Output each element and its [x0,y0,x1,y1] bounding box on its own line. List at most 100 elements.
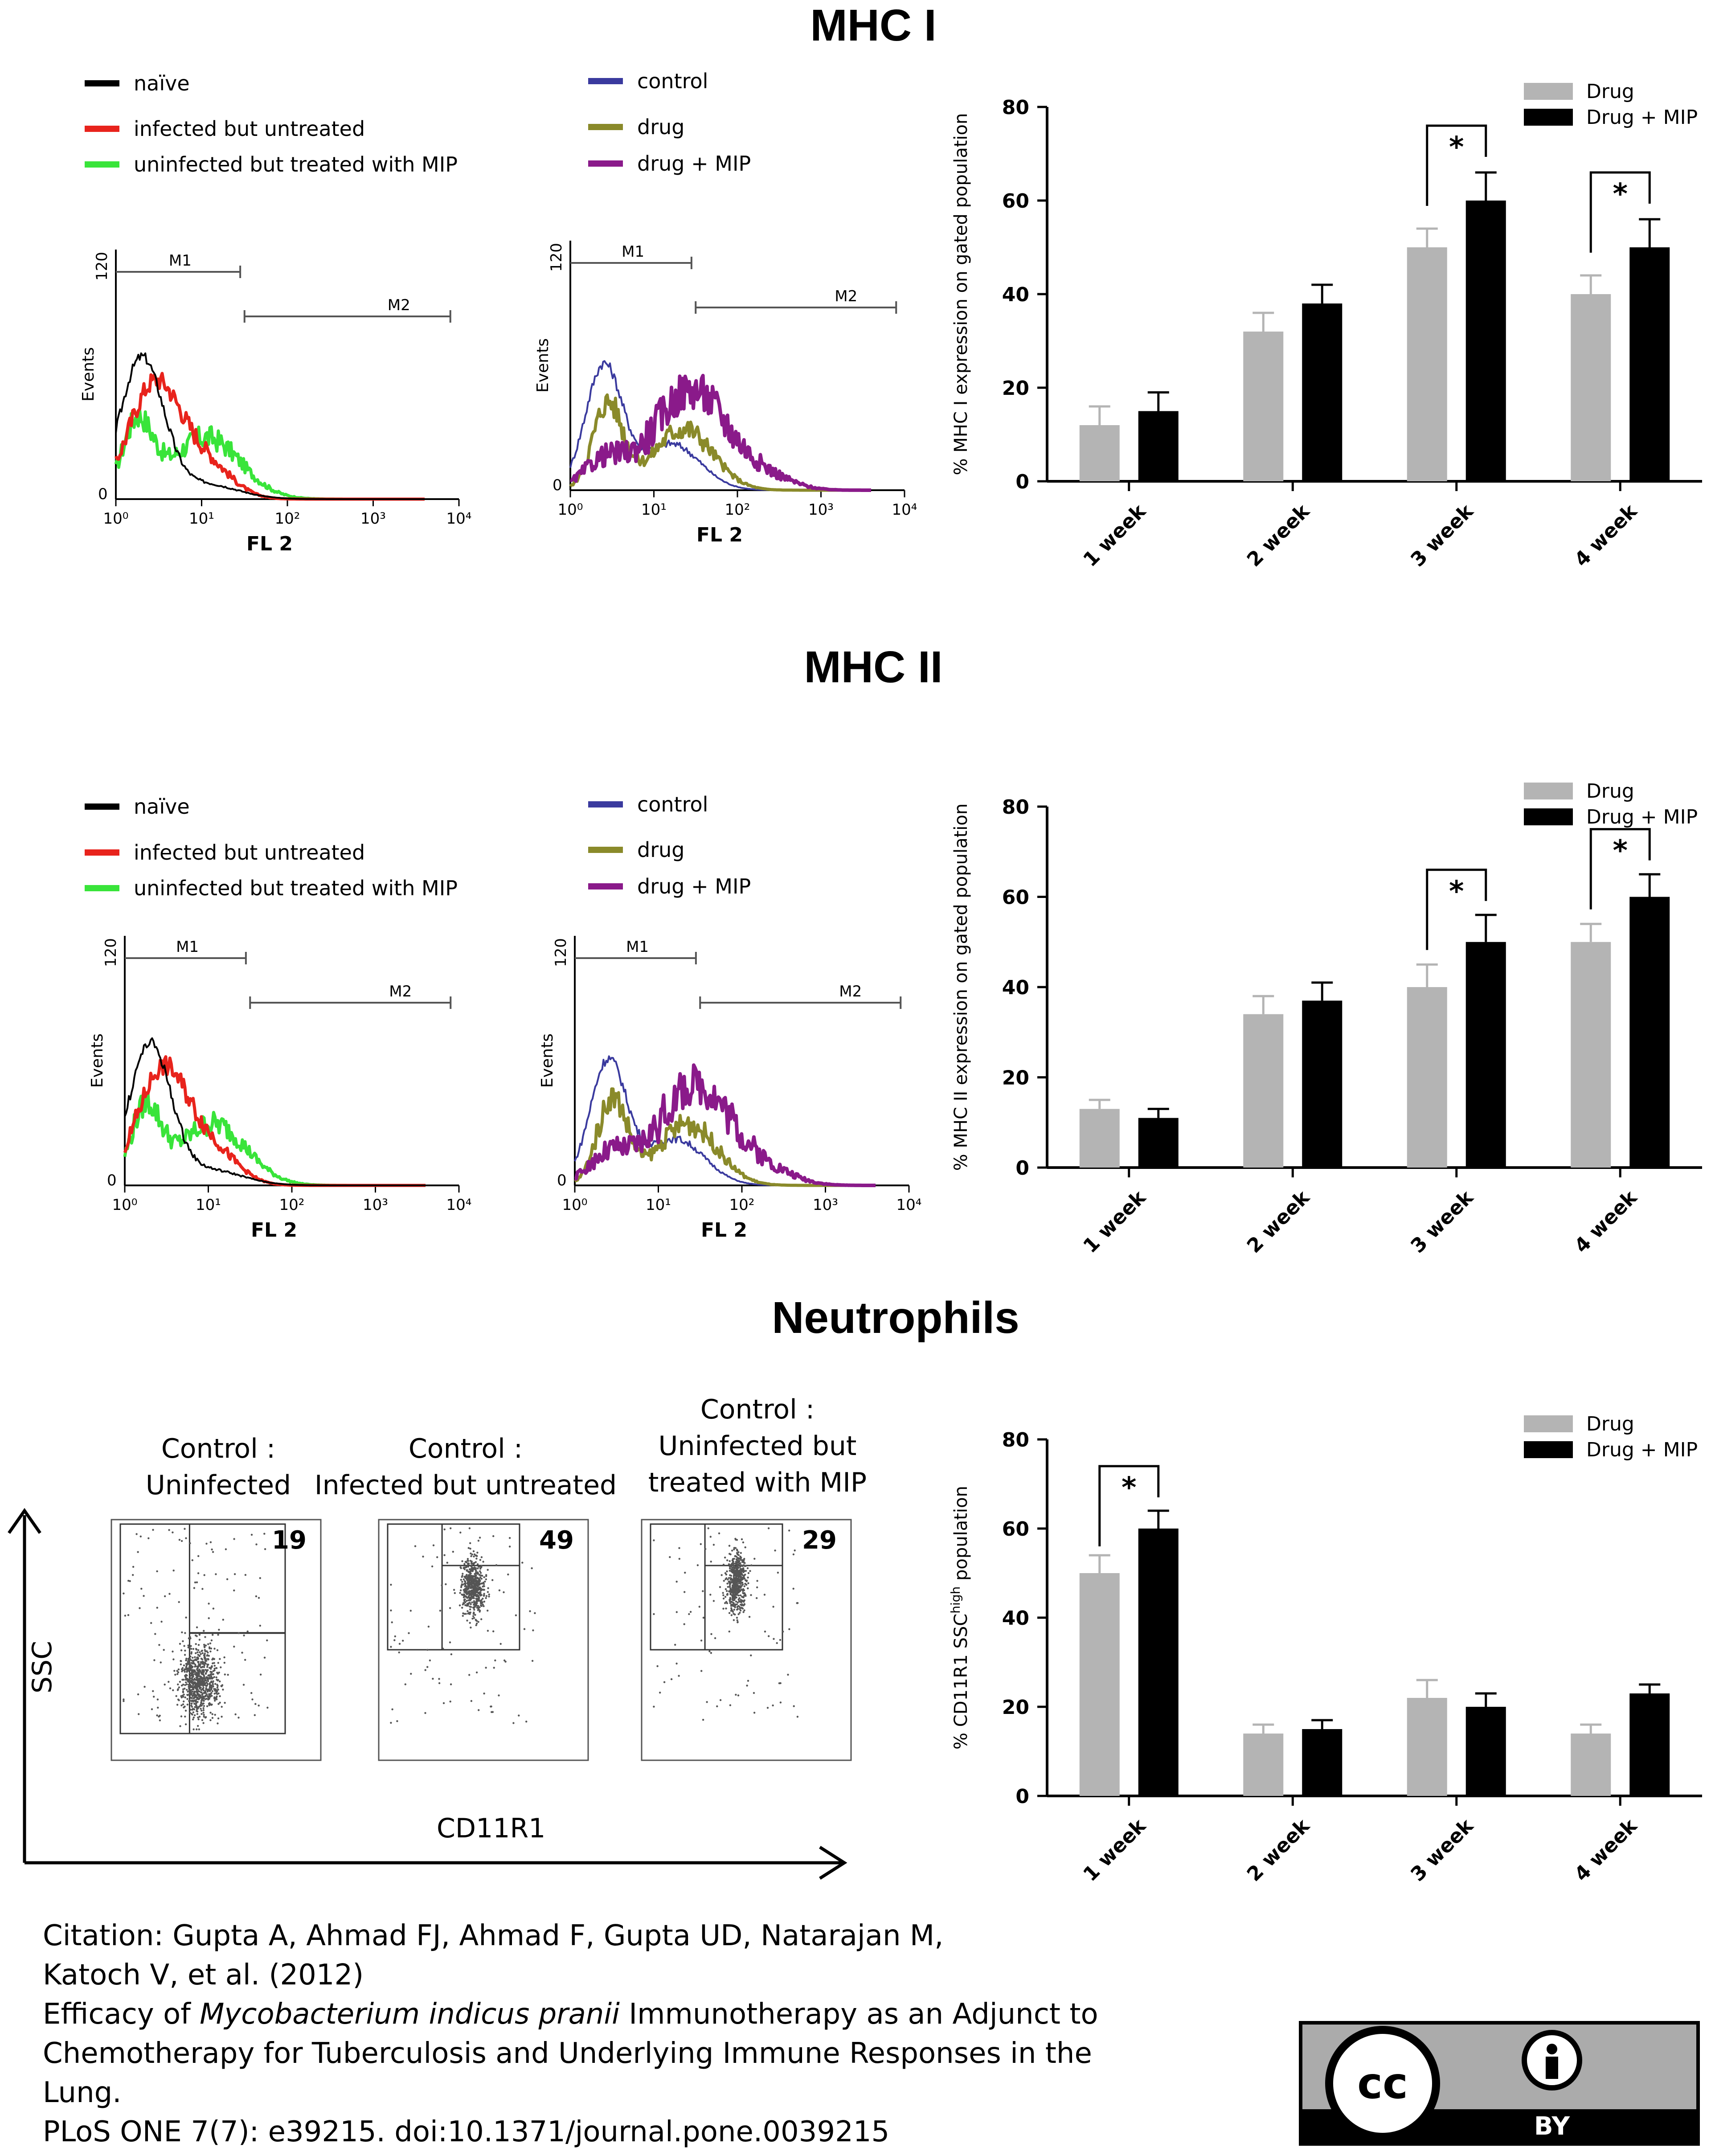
scatter-dot [196,1691,198,1693]
scatter-dot [473,1583,475,1586]
scatter-dot [187,1659,190,1661]
scatter-dot [472,1550,475,1553]
scatter-dot [741,1582,744,1584]
scatter-dot [730,1614,733,1616]
scatter-dot [206,1695,209,1697]
scatter-dot [479,1559,482,1561]
arrowhead-x [819,1846,847,1880]
x-tick-label: 2 week [1243,1814,1314,1885]
scatter-dot [204,1650,206,1652]
scatter-dot [192,1675,194,1677]
scatter-dot [731,1586,733,1589]
scatter-dot [700,1543,702,1545]
scatter-dot [160,1620,163,1623]
scatter-dot [195,1643,197,1645]
scatter-dot [688,1613,690,1615]
scatter-dot [123,1698,125,1701]
scatter-dot [186,1677,188,1680]
scatter-dot [731,1579,733,1581]
scatter-dot [729,1565,731,1567]
scatter-dot [476,1571,479,1574]
scatter-dot [743,1558,745,1560]
scatter-dot [211,1658,213,1661]
scatter-dot [479,1591,481,1594]
scatter-dot [206,1705,209,1707]
scatter-dot [200,1661,202,1664]
legend-label: Drug + MIP [1586,106,1698,129]
scatter-dot [470,1596,472,1598]
neutrophil-label-uninfected: Control : Uninfected [134,1431,303,1504]
scatter-dot [739,1590,741,1592]
scatter-dot [201,1713,203,1715]
scatter-dot [732,1603,734,1606]
scatter-dot [708,1650,711,1652]
scatter-dot [214,1700,216,1702]
scatter-dot [508,1537,511,1539]
scatter-dot [450,1527,452,1529]
scatter-dot [429,1659,431,1662]
label-line: treated with MIP [648,1467,867,1498]
legend-swatch [85,885,119,891]
scatter-dot [192,1711,195,1713]
scatter-dot [198,1728,200,1730]
scatter-dot [212,1682,214,1684]
scatter-dot [467,1581,469,1583]
scatter-dot [227,1674,229,1676]
scatter-dot [702,1590,704,1592]
scatter-dot [158,1644,160,1646]
scatter-dot [729,1553,731,1555]
scatter-dot [741,1600,743,1602]
y-axis-label: % MHC I expression on gated population [951,113,971,475]
scatter-dot [796,1716,799,1718]
scatter-dot [719,1699,722,1701]
scatter-dot [203,1681,205,1683]
scatter-dot [212,1677,214,1679]
scatter-dot [194,1634,197,1637]
gate-region [387,1523,520,1651]
scatter-dot [168,1529,170,1531]
scatter-dot [468,1571,471,1574]
scatter-dot [190,1697,192,1699]
scatter-dot [722,1597,725,1600]
scatter-dot [479,1574,481,1576]
scatter-dot [215,1573,217,1575]
scatter-dot [479,1578,481,1581]
scatter-dot [470,1562,473,1564]
scatter-dot [201,1709,203,1712]
scatter-dot [187,1662,189,1664]
scatter-dot [147,1537,150,1539]
legend-item: naïve [85,795,190,819]
scatter-dot [188,1689,190,1692]
y-max-label: 120 [548,243,565,272]
bar [1243,1014,1284,1168]
scatter-dot [193,1691,196,1694]
scatter-dot [153,1696,155,1698]
scatter-dot [207,1680,209,1682]
citation-species: Mycobacterium indicus pranii [200,1998,620,2031]
scatter-dot [203,1630,205,1632]
scatter-dot [480,1582,483,1585]
scatter-dot [172,1650,174,1653]
y-tick-label: 20 [1002,1067,1029,1090]
scatter-dot [258,1597,260,1599]
legend-label: control [637,69,708,93]
scatter-dot [471,1553,473,1556]
scatter-dot [473,1601,475,1603]
scatter-dot [208,1703,210,1705]
cc-by-license-badge[interactable]: cc BY [1299,2021,1700,2146]
gate-m2-label: M2 [388,296,410,314]
scatter-dot [471,1594,473,1597]
scatter-dot [729,1567,731,1570]
scatter-dot [472,1580,474,1582]
scatter-dot [202,1683,205,1685]
scatter-dot [193,1681,196,1684]
scatter-dot [246,1630,249,1633]
scatter-dot [469,1542,471,1544]
scatter-dot [740,1576,742,1578]
scatter-dot [194,1664,196,1666]
scatter-dot [720,1574,723,1576]
scatter-dot [183,1645,185,1647]
scatter-dot [187,1690,189,1693]
significance-marker: * [1449,875,1464,908]
scatter-dot [779,1639,782,1641]
